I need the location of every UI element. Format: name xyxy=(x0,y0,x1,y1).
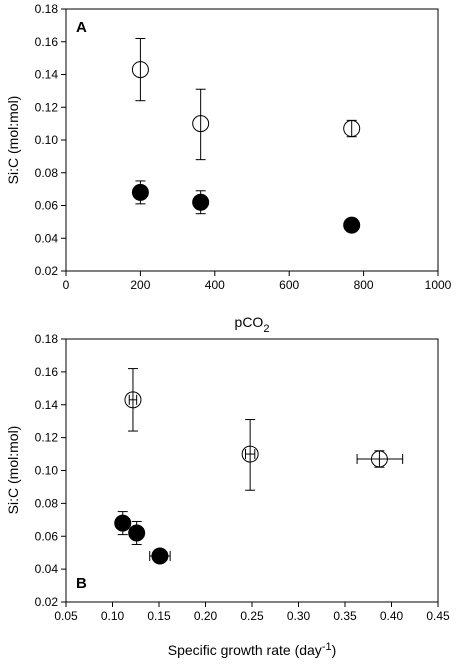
y-tick-label: 0.16 xyxy=(35,35,59,49)
x-tick-label: 0 xyxy=(63,278,70,292)
x-tick-label: 400 xyxy=(205,278,225,292)
y-tick-label: 0.10 xyxy=(35,133,59,147)
x-tick-label: 0.10 xyxy=(101,609,125,623)
y-tick-label: 0.12 xyxy=(35,431,59,445)
data-point-filled xyxy=(131,183,149,201)
y-axis-title: Si:C (mol:mol) xyxy=(5,96,21,185)
x-tick-label: 0.20 xyxy=(194,609,218,623)
y-tick-label: 0.08 xyxy=(35,166,59,180)
x-tick-label: 600 xyxy=(279,278,299,292)
data-point-open xyxy=(343,120,361,138)
y-tick-label: 0.14 xyxy=(35,398,59,412)
x-tick-label: 0.45 xyxy=(426,609,450,623)
y-tick-label: 0.14 xyxy=(35,68,59,82)
x-axis-ticks: 0 200 400 600 800 1000 xyxy=(63,271,452,292)
x-axis-title: Specific growth rate (day-1) xyxy=(168,641,337,658)
data-point-filled xyxy=(192,193,210,211)
y-tick-label: 0.18 xyxy=(35,332,59,346)
y-tick-label: 0.02 xyxy=(35,595,59,609)
y-tick-label: 0.08 xyxy=(35,496,59,510)
x-tick-label: 0.05 xyxy=(54,609,78,623)
data-point-open xyxy=(241,445,259,463)
data-point-filled xyxy=(343,216,361,234)
data-point-filled xyxy=(151,547,169,565)
x-tick-label: 1000 xyxy=(425,278,452,292)
x-tick-label: 200 xyxy=(130,278,150,292)
x-tick-label: 0.30 xyxy=(287,609,311,623)
x-axis-ticks: 0.05 0.10 0.15 0.20 0.25 0.30 0.35 0.40 0.45 xyxy=(54,602,450,623)
y-tick-label: 0.10 xyxy=(35,464,59,478)
x-tick-label: 0.40 xyxy=(380,609,404,623)
data-point-open xyxy=(124,391,142,409)
y-tick-label: 0.06 xyxy=(35,529,59,543)
data-marks xyxy=(131,37,361,234)
x-axis-title-superscript: -1 xyxy=(322,641,332,653)
data-point-open xyxy=(370,450,388,468)
y-tick-label: 0.12 xyxy=(35,100,59,114)
data-point-open xyxy=(131,61,149,79)
data-point-open xyxy=(192,115,210,133)
x-axis-title-close: ) xyxy=(332,642,337,658)
y-tick-label: 0.04 xyxy=(35,562,59,576)
x-axis-title-subscript: 2 xyxy=(263,323,269,335)
x-axis-title-main: pCO xyxy=(235,314,264,330)
x-axis-title: pCO2 xyxy=(235,314,270,335)
panel-label: A xyxy=(76,19,87,36)
y-axis-ticks: 0.02 0.04 0.06 0.08 0.10 0.12 0.14 0.16 0.18 xyxy=(35,2,66,278)
x-tick-label: 0.35 xyxy=(333,609,357,623)
plot-frame xyxy=(65,338,439,603)
x-tick-label: 0.15 xyxy=(147,609,171,623)
panel-b: 0.05 0.10 0.15 0.20 0.25 0.30 0.35 0.40 0.45 0.0… xyxy=(5,332,450,658)
data-point-filled xyxy=(114,514,132,532)
y-tick-label: 0.06 xyxy=(35,199,59,213)
data-marks xyxy=(114,368,404,565)
y-tick-label: 0.16 xyxy=(35,365,59,379)
data-point-filled xyxy=(128,524,146,542)
x-tick-label: 800 xyxy=(354,278,374,292)
panel-label: B xyxy=(76,575,87,592)
x-axis-title-main: Specific growth rate (day xyxy=(168,642,322,658)
plot-frame xyxy=(65,8,439,272)
y-tick-label: 0.02 xyxy=(35,264,59,278)
panel-a: 0 200 400 600 800 1000 0.020.040.060.080.100.… xyxy=(5,2,452,335)
y-tick-label: 0.18 xyxy=(35,2,59,16)
y-axis-title: Si:C (mol:mol) xyxy=(5,426,21,515)
y-tick-label: 0.04 xyxy=(35,231,59,245)
x-tick-label: 0.25 xyxy=(240,609,264,623)
y-axis-ticks: 0.02 0.04 0.06 0.08 0.10 0.12 0.14 0.16 0.18 xyxy=(35,332,66,609)
